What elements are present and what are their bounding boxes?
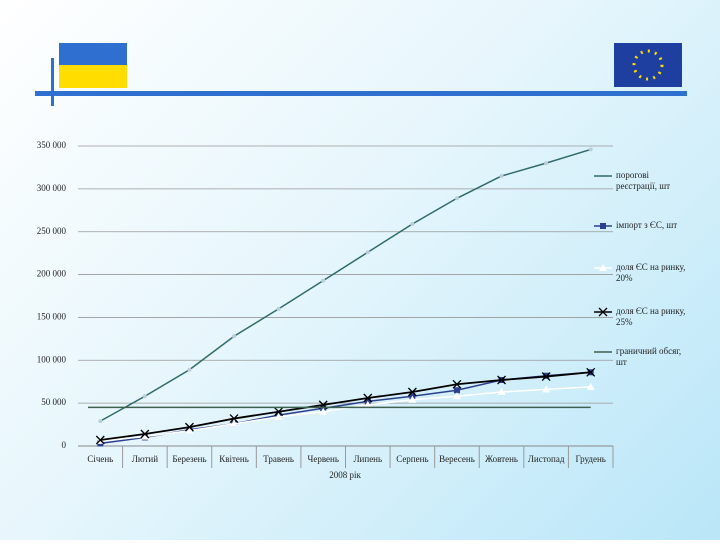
point bbox=[321, 278, 326, 283]
x-tick-label: Вересень bbox=[439, 454, 475, 464]
point bbox=[497, 388, 506, 395]
y-tick-label: 0 bbox=[62, 440, 67, 450]
legend-entry: порогові реєстрації, шт bbox=[616, 170, 671, 191]
x-axis-label: 2008 рік bbox=[329, 470, 361, 480]
point bbox=[408, 395, 417, 403]
x-tick-label: Січень bbox=[87, 454, 113, 464]
point bbox=[274, 407, 284, 417]
series-line bbox=[100, 386, 591, 442]
point bbox=[319, 407, 328, 415]
eu-stars bbox=[632, 49, 664, 81]
y-tick-label: 300 000 bbox=[37, 183, 67, 193]
x-tick-label: Серпень bbox=[396, 454, 428, 464]
ua-flag-top bbox=[59, 43, 127, 65]
point bbox=[230, 419, 239, 427]
point bbox=[274, 412, 283, 420]
x-tick-label: Березень bbox=[172, 454, 206, 464]
legend-entry: імпорт з ЄС, шт bbox=[616, 220, 678, 230]
x-tick-label: Грудень bbox=[575, 454, 605, 464]
x-tick-label: Липень bbox=[353, 454, 382, 464]
point bbox=[452, 392, 461, 400]
x-tick-label: Квітень bbox=[219, 454, 249, 464]
y-tick-label: 150 000 bbox=[37, 311, 67, 321]
point bbox=[600, 223, 606, 229]
point bbox=[407, 387, 417, 397]
x-tick-label: Жовтень bbox=[485, 454, 518, 464]
y-tick-label: 50 000 bbox=[41, 397, 66, 407]
point bbox=[454, 196, 459, 201]
point bbox=[542, 385, 551, 393]
point bbox=[453, 387, 460, 394]
legend-entry: граничний обсяг, шт bbox=[616, 346, 682, 367]
point bbox=[140, 429, 150, 439]
y-tick-label: 350 000 bbox=[37, 140, 67, 150]
point bbox=[276, 306, 281, 311]
point bbox=[98, 419, 103, 424]
point bbox=[586, 367, 596, 377]
point bbox=[599, 264, 607, 271]
y-tick-label: 100 000 bbox=[37, 354, 67, 364]
point bbox=[185, 426, 194, 434]
point bbox=[187, 367, 192, 372]
x-tick-label: Червень bbox=[307, 454, 338, 464]
point bbox=[365, 250, 370, 255]
point bbox=[497, 375, 507, 385]
point bbox=[229, 414, 239, 424]
header-vrule bbox=[51, 58, 54, 106]
point bbox=[598, 307, 608, 317]
x-tick-label: Травень bbox=[263, 454, 294, 464]
point bbox=[588, 147, 593, 152]
header-rule bbox=[35, 91, 687, 96]
y-tick-label: 250 000 bbox=[37, 226, 67, 236]
series-line bbox=[100, 371, 591, 441]
point bbox=[363, 400, 372, 408]
point bbox=[363, 393, 373, 403]
point bbox=[499, 174, 504, 178]
legend-entry: доля ЄС на ринку, 25% bbox=[616, 306, 686, 327]
point bbox=[140, 432, 149, 440]
y-tick-label: 200 000 bbox=[37, 269, 67, 279]
x-tick-label: Лютий bbox=[132, 454, 158, 464]
x-tick-label: Листопад bbox=[528, 454, 565, 464]
point bbox=[541, 372, 551, 382]
legend-entry: доля ЄС на ринку, 20% bbox=[616, 262, 686, 283]
series-line bbox=[99, 148, 591, 422]
point bbox=[586, 382, 595, 390]
point bbox=[142, 394, 147, 399]
point bbox=[232, 334, 237, 339]
point bbox=[452, 379, 462, 389]
point bbox=[544, 161, 549, 166]
point bbox=[410, 222, 415, 226]
point bbox=[95, 435, 105, 445]
eu-flag bbox=[614, 43, 682, 87]
point bbox=[184, 422, 194, 432]
ua-flag-bottom bbox=[59, 65, 127, 88]
